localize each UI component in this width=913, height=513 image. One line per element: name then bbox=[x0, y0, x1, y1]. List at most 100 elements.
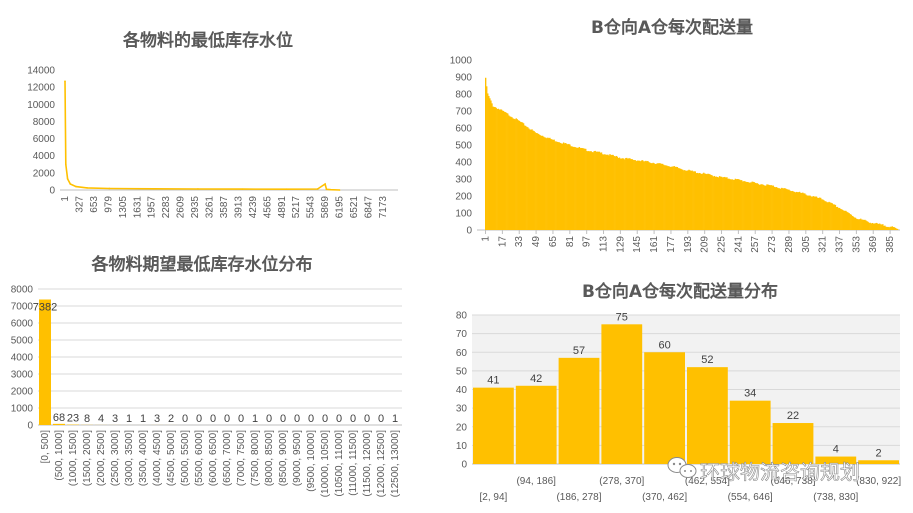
bar bbox=[781, 187, 783, 230]
bar bbox=[499, 109, 502, 230]
x-tick-label: (5000, 5500] bbox=[180, 430, 191, 486]
bar bbox=[893, 227, 896, 230]
y-tick-label: 0 bbox=[461, 460, 467, 471]
bar bbox=[525, 125, 527, 230]
bar bbox=[749, 182, 751, 230]
bar bbox=[812, 196, 815, 230]
bar bbox=[894, 227, 897, 230]
bar bbox=[862, 219, 864, 230]
bar bbox=[822, 199, 824, 230]
bar bbox=[616, 156, 619, 230]
bar bbox=[890, 226, 892, 230]
bar bbox=[880, 224, 882, 230]
bar bbox=[491, 103, 493, 230]
x-tick-label: 113 bbox=[599, 236, 610, 252]
bar bbox=[568, 143, 570, 230]
bar bbox=[737, 179, 740, 230]
bar bbox=[613, 156, 615, 230]
y-tick-label: 800 bbox=[455, 90, 472, 101]
bar bbox=[810, 196, 812, 230]
bar bbox=[879, 223, 881, 230]
bar bbox=[562, 142, 565, 230]
bar bbox=[729, 400, 771, 464]
bar bbox=[872, 223, 875, 230]
bar bbox=[545, 137, 547, 230]
bar bbox=[617, 158, 620, 230]
bar bbox=[734, 178, 737, 230]
wechat-icon bbox=[667, 457, 697, 478]
plot-area bbox=[64, 80, 341, 191]
x-tick-label: (9000, 9500] bbox=[292, 430, 303, 486]
watermark: 环球物流咨询规划 bbox=[667, 457, 860, 484]
x-tick-label: 225 bbox=[717, 236, 728, 253]
bar bbox=[677, 168, 680, 230]
bar bbox=[742, 181, 744, 230]
bar bbox=[870, 223, 872, 230]
bar bbox=[826, 202, 828, 230]
data-point bbox=[108, 187, 111, 190]
bar bbox=[702, 173, 704, 230]
bar bbox=[546, 138, 548, 230]
bar bbox=[494, 107, 496, 230]
bar bbox=[724, 176, 726, 230]
bar bbox=[885, 226, 887, 230]
bar bbox=[811, 196, 813, 230]
bar bbox=[607, 154, 609, 230]
bar bbox=[509, 116, 511, 230]
chart-title: 各物料期望最低库存水位分布 bbox=[91, 254, 313, 275]
bar bbox=[787, 189, 789, 230]
data-label: 0 bbox=[196, 413, 202, 425]
bar bbox=[498, 109, 501, 230]
x-tick-label: 65 bbox=[548, 236, 559, 248]
x-tick-label: (3500, 4000] bbox=[138, 430, 149, 486]
bar bbox=[830, 202, 832, 230]
bar bbox=[714, 176, 717, 230]
y-tick-label: 400 bbox=[455, 158, 472, 169]
bar bbox=[664, 165, 666, 230]
bar bbox=[534, 132, 536, 230]
bar bbox=[785, 188, 787, 230]
bar bbox=[523, 125, 526, 230]
bar bbox=[840, 208, 842, 230]
bar bbox=[671, 166, 673, 230]
bar bbox=[726, 177, 728, 230]
bar bbox=[675, 166, 678, 230]
bar bbox=[803, 193, 805, 230]
data-label: 1 bbox=[252, 413, 258, 425]
chart-shipment-distribution: B仓向A仓每次配送量分布 0 10 20 30 40 50 60 70 80 [2, 94] (94… bbox=[456, 281, 901, 503]
bar bbox=[865, 220, 867, 230]
bar bbox=[869, 222, 871, 230]
bar bbox=[881, 224, 883, 230]
axes: 0 2000 4000 6000 8000 10000 12000 14000 1 327 653 9… bbox=[27, 66, 398, 219]
data-label: 8 bbox=[84, 413, 90, 425]
x-tick-label: (12500, 13000] bbox=[390, 430, 401, 498]
x-tick-label: 3913 bbox=[233, 196, 244, 219]
data-label: 3 bbox=[154, 413, 160, 425]
bar bbox=[577, 147, 580, 230]
bar bbox=[825, 201, 827, 230]
bar bbox=[529, 129, 531, 230]
bar bbox=[682, 169, 684, 230]
data-label: 0 bbox=[266, 413, 272, 425]
x-tick-label: (186, 278] bbox=[556, 492, 601, 503]
bar bbox=[519, 121, 522, 230]
data-label: 41 bbox=[487, 375, 499, 387]
bar bbox=[531, 129, 533, 230]
bar bbox=[667, 166, 669, 230]
x-tick-label: (8500, 9000] bbox=[278, 430, 289, 486]
x-tick-label: 3261 bbox=[205, 196, 216, 219]
y-tick-label: 50 bbox=[456, 366, 468, 377]
bar bbox=[566, 143, 568, 230]
x-tick-label: (7500, 8000] bbox=[250, 430, 261, 486]
x-tick-label: 5869 bbox=[320, 196, 331, 219]
x-tick-label: 979 bbox=[103, 196, 114, 213]
x-tick-label: 17 bbox=[497, 236, 508, 248]
bar bbox=[650, 163, 652, 230]
bar bbox=[550, 139, 552, 230]
data-label: 0 bbox=[224, 413, 230, 425]
y-tick-label: 6000 bbox=[33, 134, 56, 145]
bar bbox=[807, 195, 809, 230]
bar bbox=[772, 423, 814, 464]
bar bbox=[766, 184, 768, 230]
